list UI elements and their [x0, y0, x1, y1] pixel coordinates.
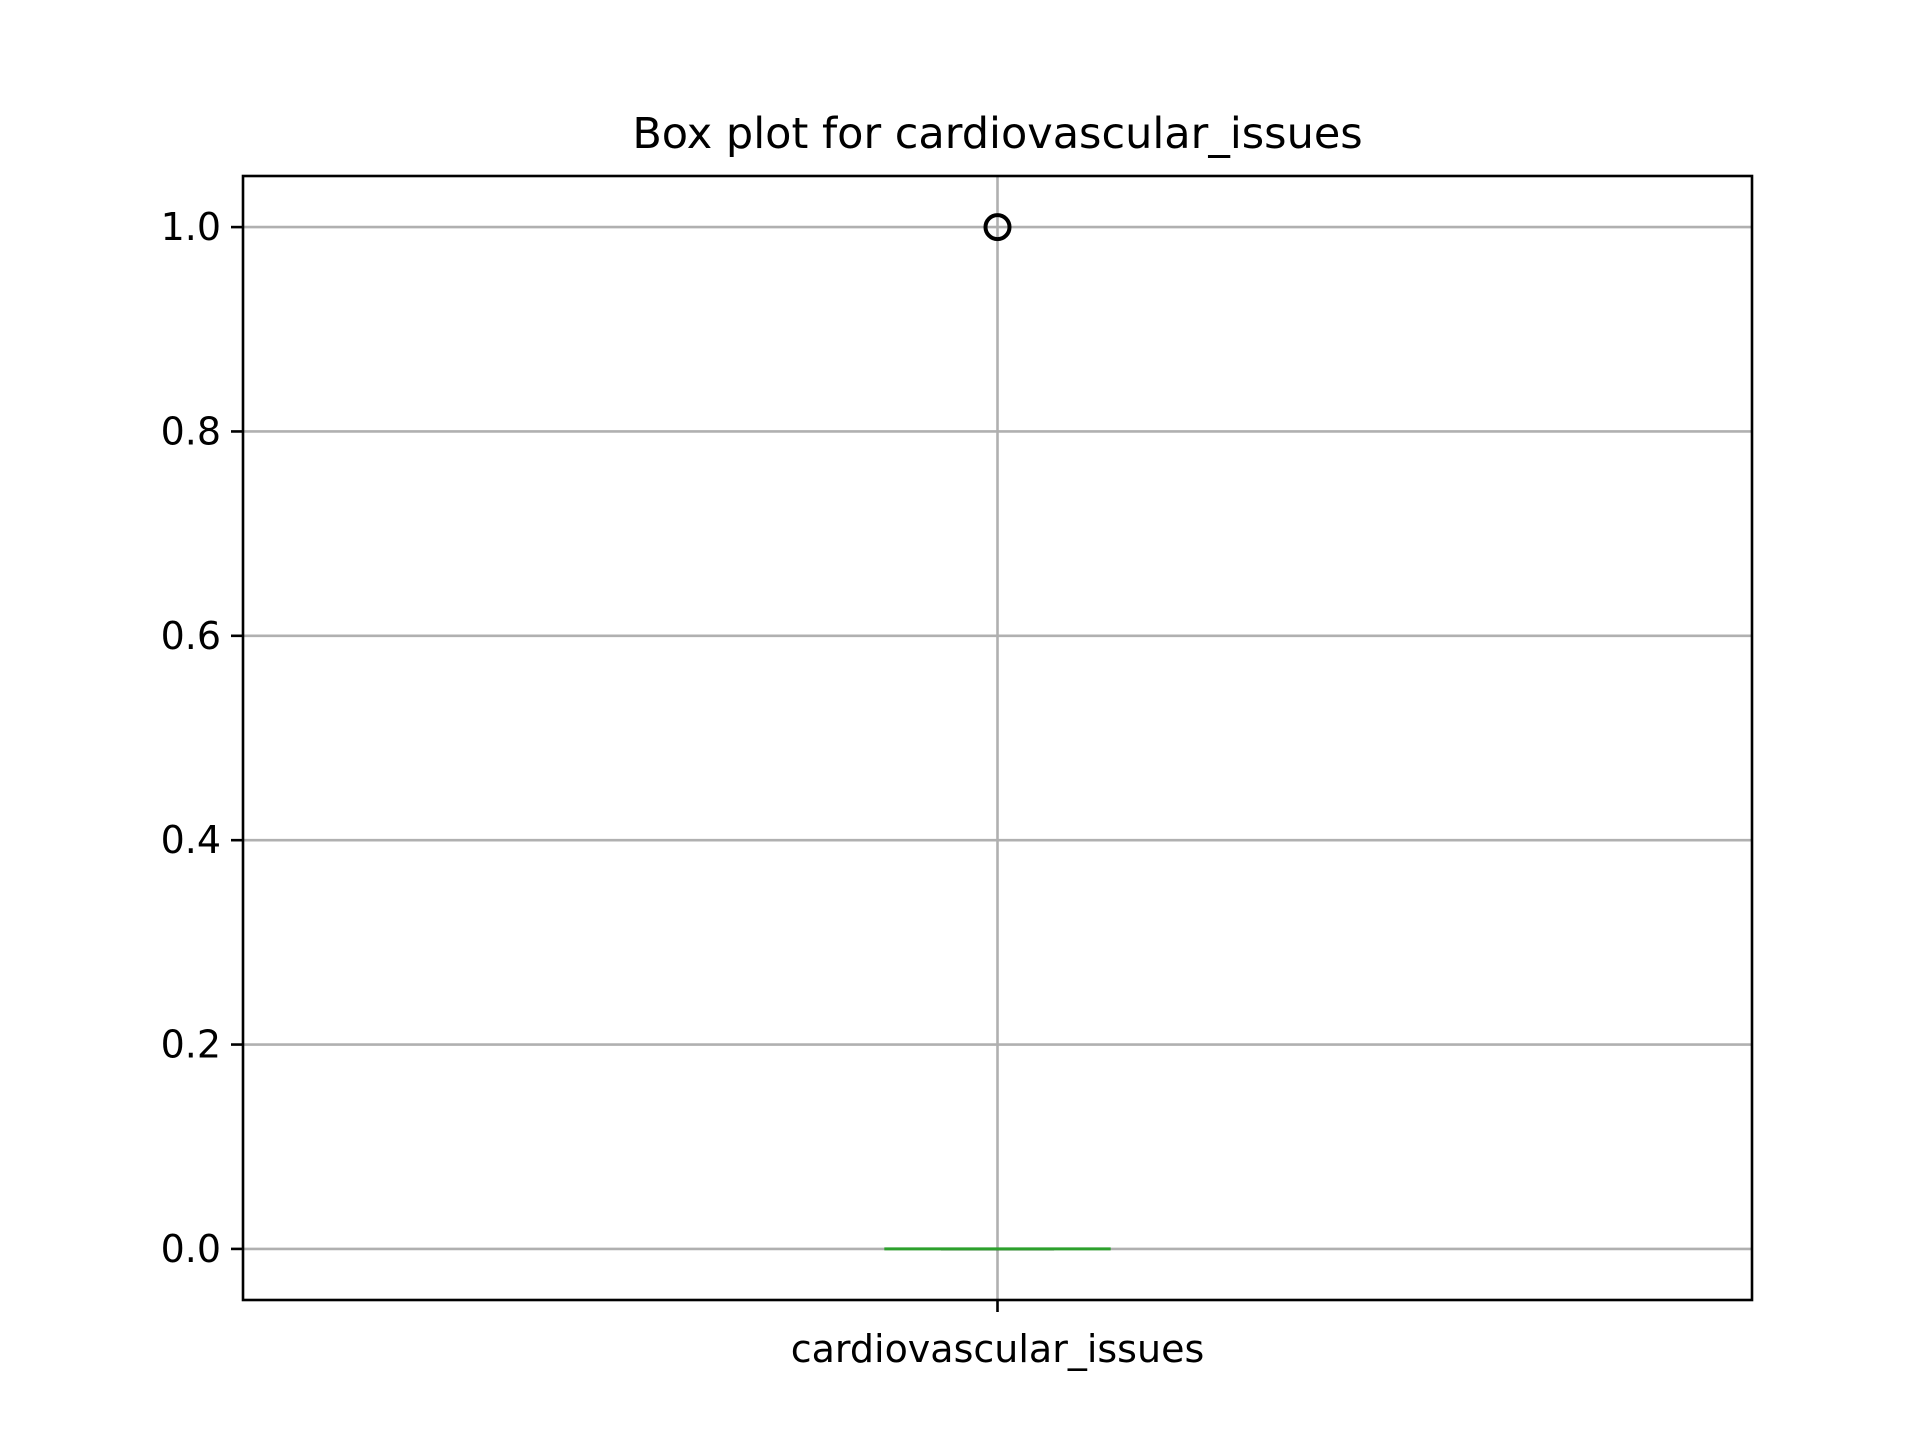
y-tick-label: 0.8 [161, 409, 221, 453]
outlier-point [983, 213, 1012, 242]
plot-area [884, 213, 1111, 1251]
y-tick-label: 0.6 [161, 614, 221, 658]
y-tick-label: 0.2 [161, 1023, 221, 1067]
chart-title: Box plot for cardiovascular_issues [632, 109, 1362, 159]
grid-lines [243, 176, 1752, 1300]
y-tick-label: 1.0 [161, 205, 221, 249]
y-tick-label: 0.4 [161, 818, 221, 862]
y-tick-label: 0.0 [161, 1227, 221, 1271]
x-tick-label: cardiovascular_issues [791, 1327, 1205, 1371]
axis-ticks: 0.0 0.2 0.4 0.6 0.8 1.0 cardiovascular_issues [161, 205, 1205, 1371]
